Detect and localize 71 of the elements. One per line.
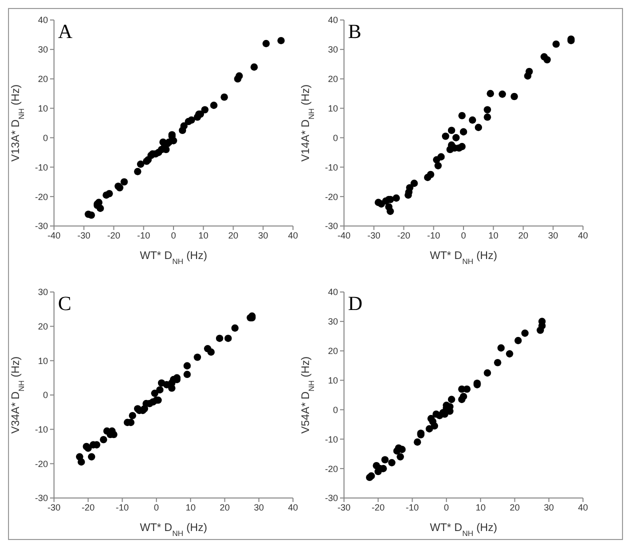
chart-title: D <box>348 293 362 316</box>
y-tick-label: -10 <box>324 434 338 444</box>
chart-title: A <box>58 21 72 44</box>
x-tick-label: 0 <box>460 230 466 240</box>
x-tick-label: -20 <box>397 230 410 240</box>
x-tick-label: 20 <box>518 230 528 240</box>
y-tick-label: 0 <box>42 132 48 143</box>
x-tick-label: 10 <box>476 502 486 512</box>
y-tick-label: 10 <box>328 103 338 114</box>
x-tick-label: 10 <box>488 230 498 240</box>
y-tick-label: 20 <box>328 346 338 356</box>
x-tick-label: 20 <box>220 502 230 512</box>
y-tick-label: -10 <box>324 162 338 172</box>
x-tick-label: 0 <box>154 502 159 512</box>
y-tick-label: 40 <box>328 287 338 298</box>
y-tick-label: 0 <box>42 390 48 400</box>
x-tick-label: 30 <box>548 230 558 240</box>
y-tick-label: -10 <box>34 424 48 435</box>
x-tick-label: -10 <box>137 230 150 240</box>
x-tick-label: 40 <box>288 502 298 512</box>
x-tick-label: 40 <box>288 230 298 240</box>
y-tick-label: 30 <box>328 44 338 55</box>
x-tick-label: -20 <box>82 502 95 512</box>
x-tick-label: 40 <box>578 502 588 512</box>
x-axis-title: WT* D$_{NH}$ (Hz) <box>140 522 208 538</box>
x-tick-label: -40 <box>47 230 61 240</box>
y-tick-label: 20 <box>328 74 338 84</box>
x-tick-label: 30 <box>258 230 268 240</box>
x-tick-label: -10 <box>406 502 419 512</box>
y-tick-label: 40 <box>38 15 48 26</box>
x-tick-label: 40 <box>578 230 588 240</box>
x-tick-label: 20 <box>510 502 520 512</box>
chart-title: B <box>348 21 362 44</box>
x-tick-label: 30 <box>254 502 264 512</box>
x-axis-title: WT* D$_{NH}$ (Hz) <box>140 250 208 266</box>
y-tick-label: 20 <box>38 74 48 84</box>
x-tick-label: -40 <box>337 230 351 240</box>
y-tick-label: 10 <box>38 356 48 366</box>
y-tick-label: 10 <box>38 103 48 114</box>
x-tick-label: -10 <box>427 230 440 240</box>
y-tick-label: 30 <box>38 44 48 55</box>
y-tick-label: -20 <box>324 464 338 474</box>
y-tick-label: 10 <box>328 375 338 386</box>
x-tick-label: -20 <box>107 230 120 240</box>
y-tick-label: -30 <box>34 221 48 232</box>
y-tick-label: -10 <box>34 162 48 172</box>
y-tick-label: 20 <box>38 322 48 332</box>
x-tick-label: 30 <box>544 502 554 512</box>
y-tick-label: -20 <box>34 458 48 469</box>
x-axis-title: WT* D$_{NH}$ (Hz) <box>430 250 498 266</box>
y-tick-label: -30 <box>324 221 338 232</box>
x-tick-label: 10 <box>186 502 196 512</box>
x-tick-label: -30 <box>77 230 90 240</box>
chart-title: C <box>58 293 72 316</box>
y-tick-label: 30 <box>328 316 338 327</box>
x-tick-label: -20 <box>372 502 385 512</box>
y-tick-label: -20 <box>324 192 338 202</box>
y-tick-label: 40 <box>328 15 338 26</box>
x-tick-label: -10 <box>116 502 129 512</box>
x-tick-label: 20 <box>228 230 238 240</box>
y-tick-label: -30 <box>324 493 338 504</box>
x-tick-label: 0 <box>170 230 176 240</box>
y-tick-label: -20 <box>34 192 48 202</box>
x-tick-label: 0 <box>444 502 449 512</box>
x-tick-label: -30 <box>367 230 380 240</box>
y-tick-label: 0 <box>332 132 338 143</box>
x-axis-title: WT* D$_{NH}$ (Hz) <box>430 522 498 538</box>
y-tick-label: 30 <box>38 287 48 298</box>
y-tick-label: 0 <box>332 404 338 415</box>
y-tick-label: -30 <box>34 493 48 504</box>
x-tick-label: 10 <box>198 230 208 240</box>
